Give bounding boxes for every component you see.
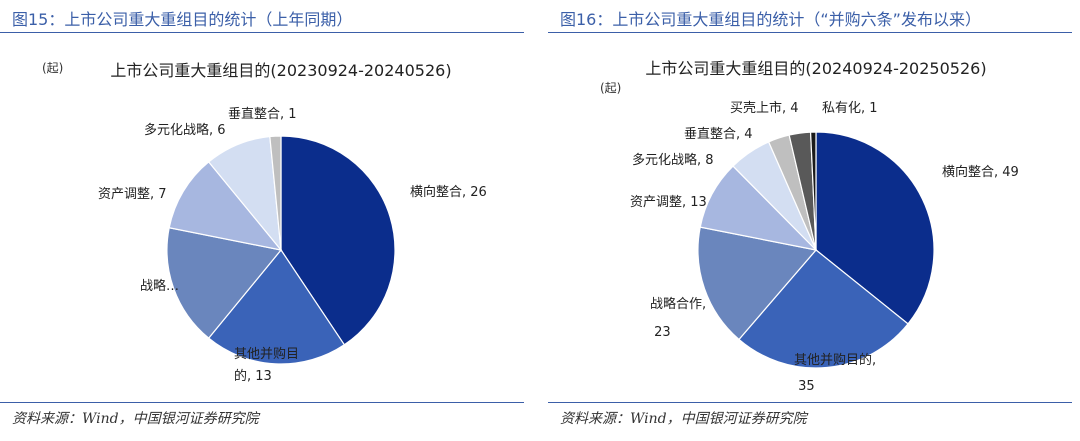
slice-label-2: 战略合作, 23 — [650, 296, 706, 340]
title-rule — [0, 32, 524, 33]
pie-slice-5 — [269, 135, 282, 251]
slice-label-4: 多元化战略, 8 — [632, 152, 714, 168]
pie-slice-2 — [166, 227, 283, 339]
pie-slice-1 — [738, 249, 909, 369]
slice-label-0: 横向整合, 49 — [942, 164, 1019, 180]
slice-label-5: 垂直整合, 1 — [228, 107, 297, 122]
slice-label-3: 资产调整, 7 — [98, 187, 167, 202]
figure-title: 图16：上市公司重大重组目的统计（“并购六条”发布以来） — [560, 10, 981, 29]
source-rule — [548, 402, 1072, 403]
slice-label-2: 战略… — [140, 278, 179, 294]
slice-label-5: 垂直整合, 4 — [684, 127, 753, 142]
chart-title: 上市公司重大重组目的(20230924-20240526) — [110, 61, 451, 80]
pie-chart-right: 上市公司重大重组目的(20240924-20250526) (起) 横向整合, 49… — [600, 59, 1019, 394]
figure-panel-left: 图15：上市公司重大重组目的统计（上年同期） 上市公司重大重组目的(202309… — [0, 0, 532, 441]
pie-slice-7 — [809, 131, 817, 251]
slice-label-0: 横向整合, 26 — [410, 184, 487, 200]
pie-slice-2 — [697, 226, 818, 341]
figure-title: 图15：上市公司重大重组目的统计（上年同期） — [12, 10, 353, 29]
unit-label: (起) — [42, 61, 63, 75]
unit-label: (起) — [600, 81, 621, 95]
slice-label-7: 私有化, 1 — [822, 101, 878, 116]
slice-label-3: 资产调整, 13 — [630, 195, 707, 210]
pie-chart-left: 上市公司重大重组目的(20230924-20240526) (起) 横向整合, 26… — [42, 61, 487, 384]
title-rule — [548, 32, 1072, 33]
source-note: 资料来源：Wind，中国银河证券研究院 — [560, 411, 807, 427]
pie-slice-1 — [207, 248, 346, 365]
slice-label-1: 其他并购目的, 13 — [234, 346, 299, 384]
slice-label-6: 买壳上市, 4 — [730, 100, 799, 116]
source-rule — [0, 402, 524, 403]
slice-label-4: 多元化战略, 6 — [144, 122, 226, 138]
source-note: 资料来源：Wind，中国银河证券研究院 — [12, 411, 259, 427]
figure-panel-right: 图16：上市公司重大重组目的统计（“并购六条”发布以来） 上市公司重大重组目的(… — [548, 0, 1080, 441]
chart-title: 上市公司重大重组目的(20240924-20250526) — [645, 59, 986, 78]
pie-slice-3 — [168, 161, 283, 251]
pie-slice-0 — [815, 131, 935, 325]
slice-label-1: 其他并购目的, 35 — [794, 352, 876, 394]
